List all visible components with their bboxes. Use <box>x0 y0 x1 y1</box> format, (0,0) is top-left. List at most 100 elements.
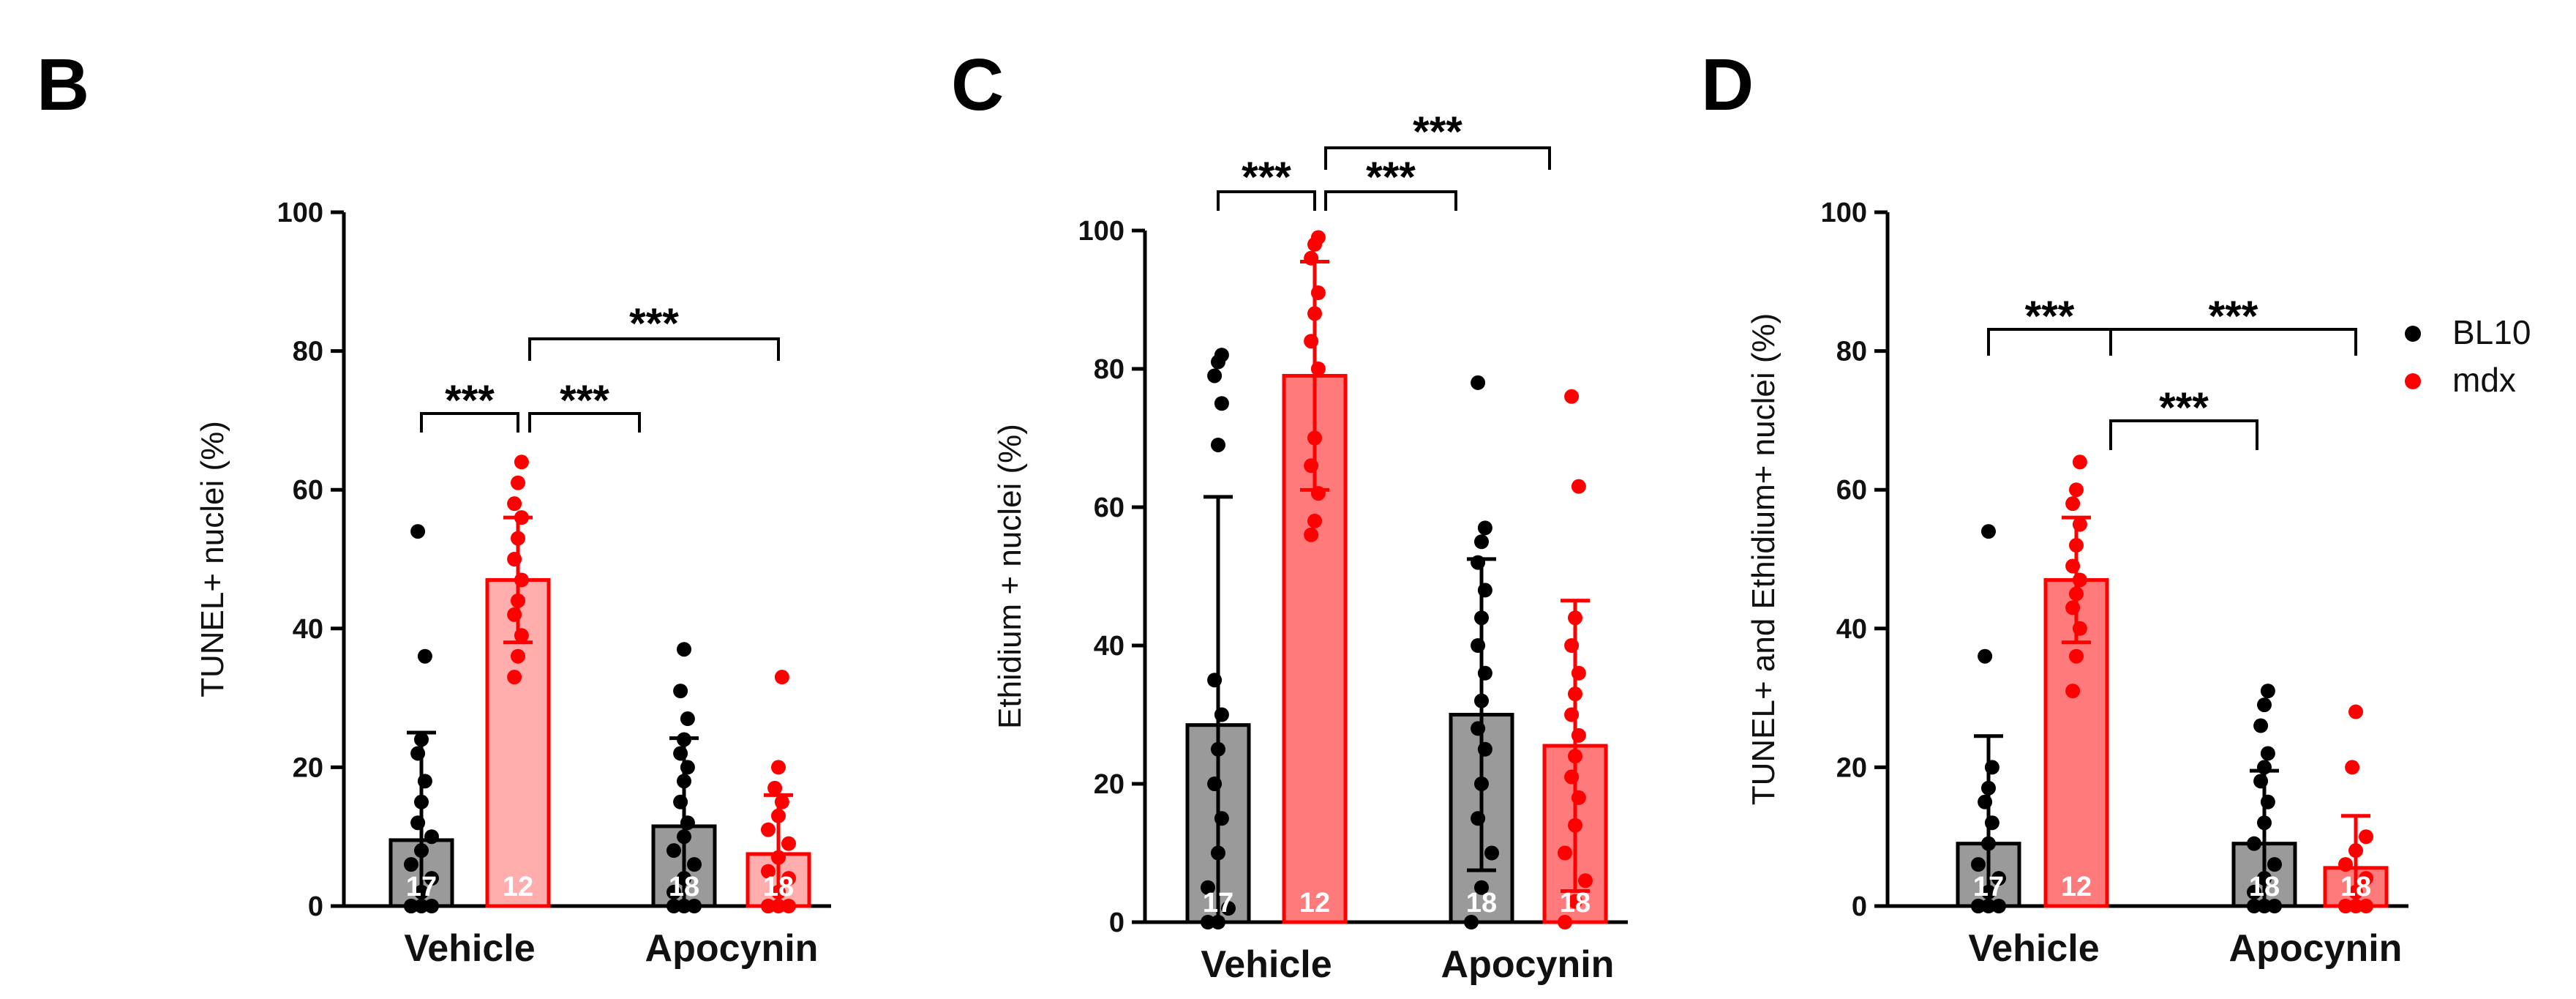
data-point-C-bl10-apocynin <box>1477 583 1492 598</box>
data-point-D-bl10-apocynin <box>2257 899 2272 913</box>
data-point-C-bl10-apocynin <box>1471 555 1486 570</box>
y-tick-label-C: 0 <box>1109 908 1124 938</box>
data-point-D-bl10-vehicle <box>1991 899 2006 913</box>
n-label-B-mdx-apocynin: 18 <box>763 872 794 902</box>
n-label-D-mdx-apocynin: 18 <box>2340 872 2371 902</box>
data-point-D-mdx-vehicle <box>2069 482 2084 498</box>
data-point-D-mdx-apocynin <box>2359 899 2373 913</box>
data-point-B-mdx-apocynin <box>767 780 783 796</box>
data-point-C-mdx-apocynin <box>1571 479 1586 494</box>
n-label-C-mdx-vehicle: 12 <box>1299 888 1330 918</box>
data-point-C-bl10-vehicle <box>1211 845 1225 861</box>
data-point-D-bl10-vehicle <box>1981 780 1996 796</box>
data-point-C-bl10-vehicle <box>1214 348 1229 363</box>
data-point-C-mdx-vehicle <box>1307 513 1322 528</box>
data-point-D-mdx-apocynin <box>2348 899 2363 913</box>
legend-marker-mdx <box>2405 373 2421 389</box>
data-point-D-bl10-vehicle <box>1991 871 2006 886</box>
data-point-D-bl10-apocynin <box>2247 836 2261 851</box>
data-point-B-mdx-vehicle <box>507 552 522 566</box>
data-point-C-mdx-apocynin <box>1558 845 1572 861</box>
category-label-B-vehicle: Vehicle <box>404 927 535 970</box>
y-tick-label-C: 60 <box>1094 493 1124 523</box>
data-point-B-bl10-vehicle <box>414 899 429 913</box>
data-point-D-mdx-vehicle <box>2065 600 2081 616</box>
data-point-C-mdx-vehicle <box>1304 250 1319 266</box>
data-point-C-bl10-apocynin <box>1464 915 1479 929</box>
category-label-C-vehicle: Vehicle <box>1201 943 1332 986</box>
data-point-B-mdx-apocynin <box>761 822 776 837</box>
data-point-B-mdx-apocynin <box>781 836 796 851</box>
data-point-D-mdx-apocynin <box>2338 899 2353 913</box>
data-point-D-bl10-apocynin <box>2253 774 2269 789</box>
significance-bracket-C-2 <box>1324 146 1551 170</box>
data-point-D-bl10-apocynin <box>2260 794 2275 809</box>
data-point-D-bl10-apocynin <box>2257 815 2272 831</box>
data-point-D-bl10-vehicle <box>1971 857 1986 872</box>
y-tick-label-D: 60 <box>1836 475 1867 506</box>
data-point-B-mdx-apocynin <box>771 850 786 865</box>
y-tick-label-B: 0 <box>308 891 323 922</box>
y-tick-label-C: 40 <box>1094 631 1124 662</box>
n-label-C-bl10-vehicle: 17 <box>1203 888 1233 918</box>
data-point-B-mdx-apocynin <box>781 871 796 886</box>
data-point-D-bl10-vehicle <box>1984 760 1999 775</box>
panel-letter-D: D <box>1701 44 1754 126</box>
data-point-C-bl10-apocynin <box>1471 638 1486 653</box>
data-point-C-mdx-vehicle <box>1304 527 1319 542</box>
data-point-C-mdx-vehicle <box>1304 334 1319 349</box>
data-point-B-bl10-apocynin <box>677 774 691 789</box>
data-point-D-bl10-vehicle <box>1978 648 1993 664</box>
data-point-B-bl10-apocynin <box>677 642 691 657</box>
data-point-B-mdx-apocynin <box>774 794 789 809</box>
y-tick-label-D: 80 <box>1836 337 1867 367</box>
y-tick-label-C: 20 <box>1094 769 1124 800</box>
data-point-D-mdx-apocynin <box>2359 829 2373 845</box>
data-point-B-bl10-vehicle <box>417 774 432 789</box>
data-point-D-bl10-vehicle <box>1984 815 1999 831</box>
data-point-D-bl10-apocynin <box>2247 885 2261 900</box>
data-point-C-mdx-apocynin <box>1564 389 1580 404</box>
y-tick-label-B: 20 <box>293 752 323 783</box>
category-label-C-apocynin: Apocynin <box>1441 943 1615 986</box>
significance-label-C-0: *** <box>1242 154 1291 201</box>
data-point-D-mdx-vehicle <box>2065 684 2081 699</box>
data-point-D-mdx-apocynin <box>2348 704 2363 719</box>
data-point-C-bl10-apocynin <box>1474 534 1489 550</box>
data-point-C-bl10-vehicle <box>1207 368 1223 383</box>
data-point-D-mdx-vehicle <box>2065 558 2081 574</box>
data-point-B-bl10-vehicle <box>404 899 418 913</box>
significance-label-D-0: *** <box>2025 293 2075 340</box>
data-point-C-bl10-apocynin <box>1471 811 1486 826</box>
data-point-C-bl10-apocynin <box>1474 777 1489 791</box>
significance-bracket-D-1 <box>2109 328 2357 356</box>
data-point-C-bl10-vehicle <box>1211 741 1225 757</box>
data-point-D-bl10-vehicle <box>1981 899 1996 913</box>
data-point-B-bl10-vehicle <box>410 746 426 761</box>
n-label-D-mdx-vehicle: 12 <box>2061 872 2092 902</box>
y-tick-label-D: 20 <box>1836 752 1867 783</box>
data-point-D-mdx-apocynin <box>2345 760 2360 775</box>
data-point-C-bl10-apocynin <box>1484 845 1499 861</box>
data-point-C-bl10-vehicle <box>1221 901 1236 916</box>
data-point-C-mdx-apocynin <box>1568 749 1582 764</box>
data-point-C-bl10-apocynin <box>1477 520 1492 536</box>
data-point-D-mdx-vehicle <box>2069 648 2084 664</box>
data-point-C-bl10-apocynin <box>1474 880 1489 895</box>
data-point-D-bl10-apocynin <box>2260 746 2275 761</box>
data-point-C-bl10-apocynin <box>1471 375 1486 390</box>
data-point-C-bl10-apocynin <box>1477 741 1492 757</box>
data-point-C-mdx-apocynin <box>1568 894 1582 909</box>
data-point-B-bl10-apocynin <box>666 885 681 900</box>
data-point-B-mdx-vehicle <box>514 628 529 643</box>
data-point-B-mdx-vehicle <box>507 607 522 622</box>
data-point-C-mdx-apocynin <box>1564 769 1580 785</box>
category-label-B-apocynin: Apocynin <box>645 927 819 970</box>
data-point-B-mdx-vehicle <box>507 670 522 685</box>
significance-label-C-2: *** <box>1413 108 1462 156</box>
data-point-B-bl10-apocynin <box>677 829 691 845</box>
data-point-C-mdx-apocynin <box>1568 817 1582 833</box>
data-point-B-bl10-vehicle <box>410 815 426 831</box>
data-point-B-mdx-apocynin <box>761 899 776 913</box>
